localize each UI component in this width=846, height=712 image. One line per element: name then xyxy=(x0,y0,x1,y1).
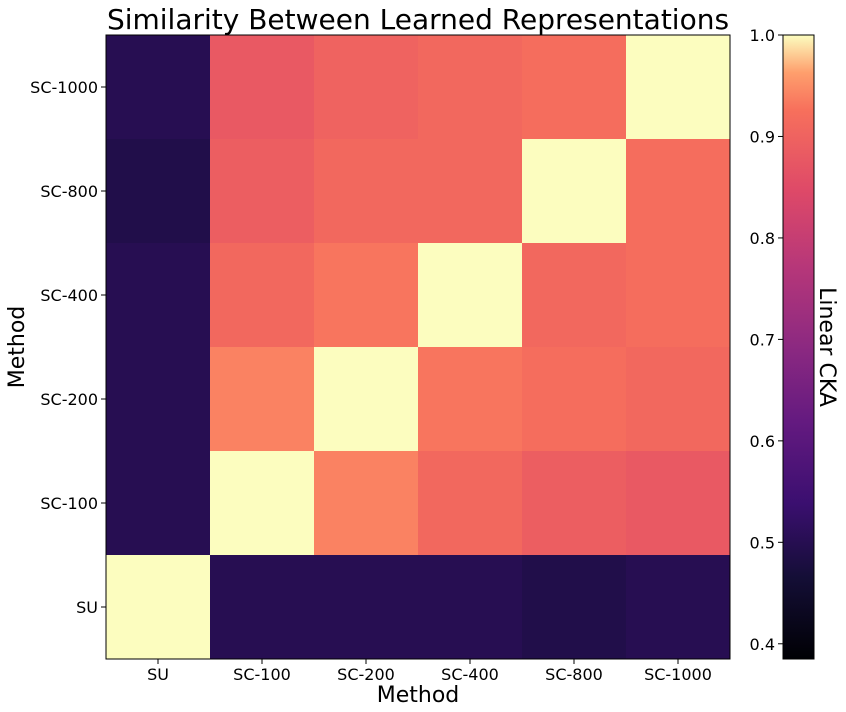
heatmap-cell xyxy=(626,139,731,244)
heatmap-cell xyxy=(106,139,211,244)
heatmap-cell xyxy=(314,451,419,556)
heatmap-cell xyxy=(210,243,315,348)
heatmap-cell xyxy=(522,451,627,556)
heatmap-cell xyxy=(314,555,419,660)
colorbar-tick-label: 1.0 xyxy=(750,26,775,45)
heatmap-cell xyxy=(106,451,211,556)
heatmap-cell xyxy=(314,347,419,452)
colorbar-tick-label: 0.8 xyxy=(750,229,775,248)
heatmap-cell xyxy=(106,347,211,452)
heatmap-cell xyxy=(522,243,627,348)
colorbar-tick-label: 0.4 xyxy=(750,635,775,654)
x-axis-label: Method xyxy=(377,683,460,708)
y-tick-label: SC-200 xyxy=(40,390,98,409)
x-tick-label: SU xyxy=(147,665,169,684)
x-tick-label: SC-1000 xyxy=(644,665,712,684)
y-tick-label: SC-1000 xyxy=(30,78,98,97)
colorbar-tick-label: 0.9 xyxy=(750,127,775,146)
x-tick-label: SC-400 xyxy=(441,665,499,684)
heatmap-cell xyxy=(626,347,731,452)
x-tick-label: SC-200 xyxy=(337,665,395,684)
heatmap-cell xyxy=(418,243,523,348)
heatmap-cell xyxy=(626,555,731,660)
heatmap-cell xyxy=(626,243,731,348)
colorbar-label: Linear CKA xyxy=(814,287,839,407)
heatmap-cell xyxy=(210,555,315,660)
heatmap-cell xyxy=(106,243,211,348)
colorbar-tick-label: 0.6 xyxy=(750,432,775,451)
heatmap-cell xyxy=(210,347,315,452)
heatmap-cell xyxy=(522,139,627,244)
heatmap-cell xyxy=(418,555,523,660)
x-tick-label: SC-800 xyxy=(545,665,603,684)
heatmap-cell xyxy=(418,347,523,452)
heatmap-cell xyxy=(210,451,315,556)
heatmap-cell xyxy=(522,555,627,660)
colorbar xyxy=(782,34,815,660)
heatmap-cell xyxy=(314,243,419,348)
x-tick-label: SC-100 xyxy=(233,665,291,684)
colorbar-tick-label: 0.5 xyxy=(750,533,775,552)
y-tick-label: SU xyxy=(76,598,98,617)
plot-frame xyxy=(105,34,731,660)
y-tick-label: SC-400 xyxy=(40,286,98,305)
heatmap-cell xyxy=(314,139,419,244)
colorbar-tick-label: 0.7 xyxy=(750,330,775,349)
chart-title: Similarity Between Learned Representatio… xyxy=(107,3,729,36)
heatmap-cell xyxy=(418,451,523,556)
heatmap-cell xyxy=(418,35,523,140)
heatmap-cell xyxy=(626,451,731,556)
heatmap-cell xyxy=(522,35,627,140)
heatmap-cell xyxy=(522,347,627,452)
heatmap-cell xyxy=(106,555,211,660)
y-tick-label: SC-100 xyxy=(40,494,98,513)
y-axis-label: Method xyxy=(5,306,30,389)
heatmap-cell xyxy=(210,35,315,140)
heatmap-cell xyxy=(210,139,315,244)
heatmap-cell xyxy=(626,35,731,140)
heatmap-cell xyxy=(106,35,211,140)
heatmap-cell xyxy=(314,35,419,140)
y-tick-label: SC-800 xyxy=(40,182,98,201)
heatmap-cell xyxy=(418,139,523,244)
